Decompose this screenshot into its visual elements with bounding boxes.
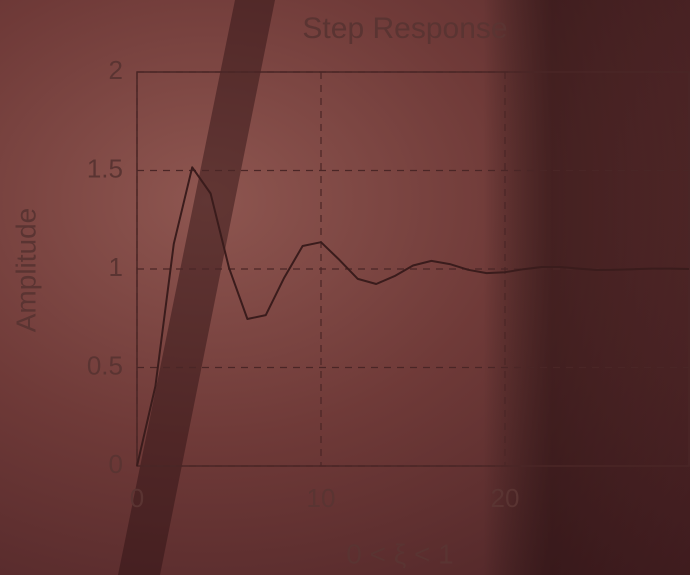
x-tick-label: 10 (307, 483, 336, 513)
x-tick-label: 20 (491, 483, 520, 513)
data-line (136, 166, 690, 467)
y-tick-label: 0 (109, 449, 123, 479)
chart-title: Step Response (302, 12, 507, 45)
y-tick-label: 0.5 (87, 350, 123, 380)
y-tick-label: 2 (109, 55, 123, 85)
shadow-band (118, 0, 275, 575)
y-tick-label: 1 (109, 252, 123, 282)
x-tick-label: 0 (130, 483, 144, 513)
y-axis-label: Amplitude (10, 208, 41, 333)
y-tick-label: 1.5 (87, 153, 123, 183)
x-axis-label: 0 < ξ < 1 (346, 538, 454, 569)
